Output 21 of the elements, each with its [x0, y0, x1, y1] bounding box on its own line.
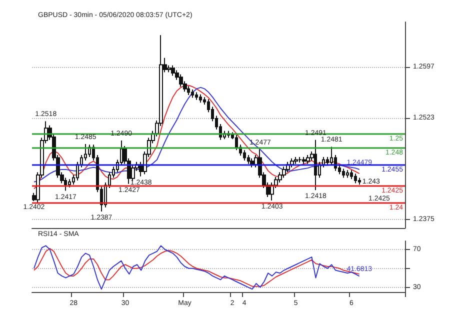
candlestick — [187, 86, 190, 96]
candlestick — [298, 156, 302, 164]
candlestick — [294, 156, 298, 164]
candlestick — [191, 89, 194, 98]
candlestick — [250, 158, 254, 168]
candlestick — [306, 154, 310, 164]
candlestick — [314, 139, 317, 191]
candlestick — [282, 166, 286, 178]
candlestick — [302, 156, 306, 164]
candlestick — [171, 64, 175, 76]
candlestick — [358, 177, 361, 186]
candlestick — [179, 74, 183, 88]
candlestick — [346, 170, 349, 178]
candlestick — [247, 154, 250, 164]
candlestick — [354, 173, 357, 184]
candlestick — [68, 178, 71, 188]
candlestick — [342, 168, 345, 178]
candlestick — [350, 170, 353, 180]
candlestick — [290, 158, 294, 168]
candlestick — [195, 92, 198, 100]
candlestick — [199, 94, 202, 104]
